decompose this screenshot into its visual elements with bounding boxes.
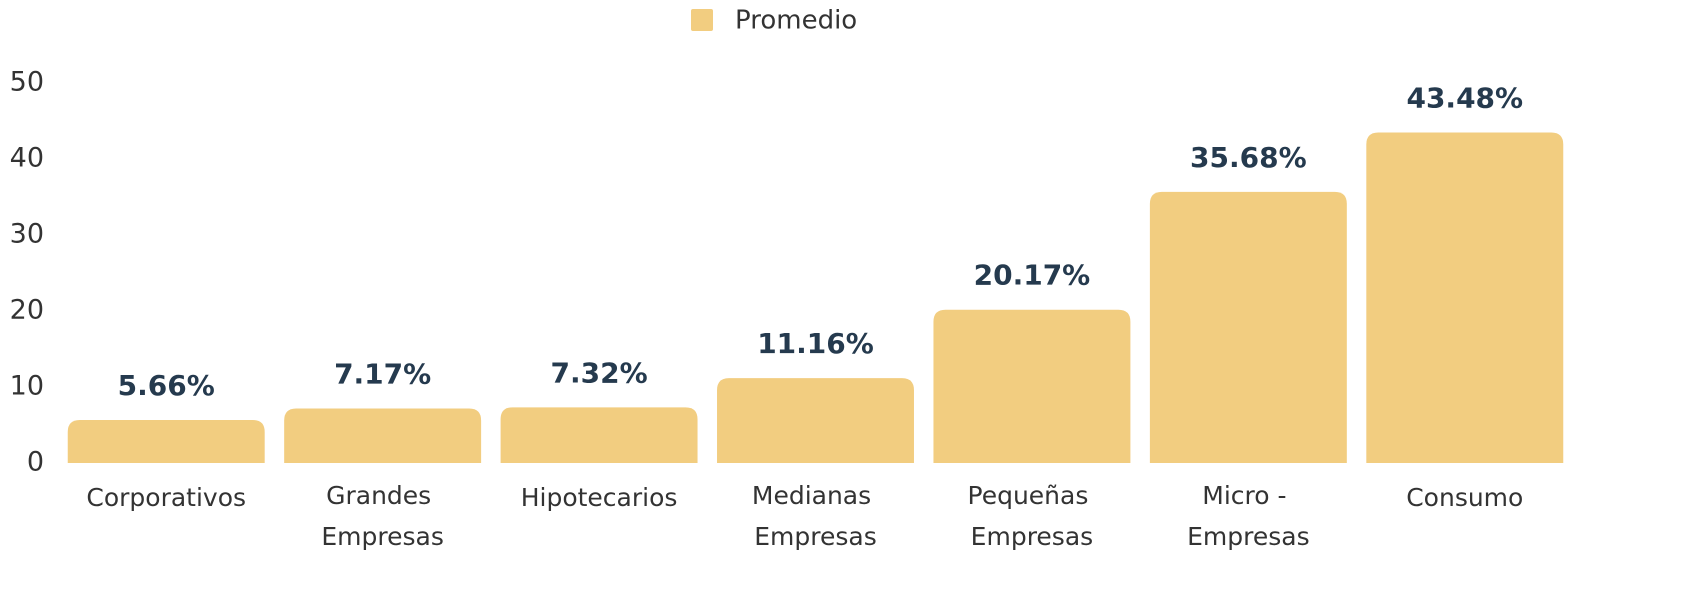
y-tick-label: 50 — [10, 67, 44, 98]
x-tick-label: Medianas Empresas — [752, 481, 879, 551]
y-tick-label: 10 — [10, 371, 44, 402]
value-label: 20.17% — [974, 259, 1091, 292]
bar — [933, 309, 1131, 463]
legend-swatch — [691, 9, 713, 31]
y-tick-label: 40 — [10, 143, 44, 174]
x-tick-label: Corporativos — [86, 483, 246, 512]
value-label: 7.32% — [551, 356, 648, 389]
x-tick-label: Grandes Empresas — [321, 481, 444, 551]
bar — [67, 419, 265, 463]
x-tick-label: Hipotecarios — [521, 483, 678, 512]
legend-label: Promedio — [735, 6, 857, 36]
y-tick-label: 20 — [10, 295, 44, 326]
y-tick-label: 30 — [10, 219, 44, 250]
bar — [500, 407, 698, 463]
x-tick-label: Consumo — [1406, 483, 1523, 512]
value-label: 7.17% — [334, 358, 431, 391]
bar — [1366, 132, 1564, 463]
bar — [284, 408, 482, 463]
bar — [717, 378, 914, 463]
x-tick-label: Pequeñas Empresas — [968, 481, 1097, 551]
value-label: 11.16% — [757, 327, 874, 360]
x-tick-label: Micro - Empresas — [1187, 481, 1310, 551]
y-tick-label: 0 — [27, 447, 44, 478]
value-label: 5.66% — [118, 369, 215, 402]
value-label: 43.48% — [1406, 82, 1523, 115]
bar — [1149, 191, 1347, 463]
value-label: 35.68% — [1190, 141, 1307, 174]
